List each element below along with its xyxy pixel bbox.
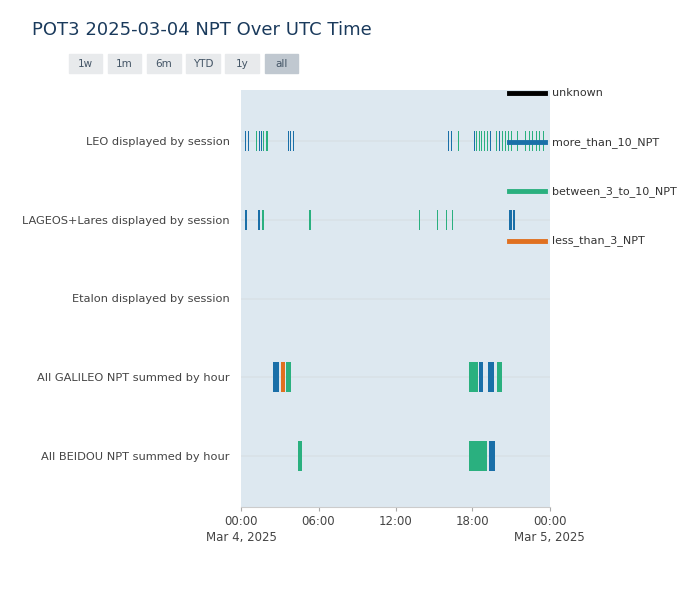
Bar <box>256 131 257 151</box>
Bar <box>445 210 447 230</box>
Bar <box>448 131 449 151</box>
Bar <box>245 131 246 151</box>
Bar <box>502 131 503 151</box>
Bar <box>458 131 459 151</box>
Text: more_than_10_NPT: more_than_10_NPT <box>552 137 659 148</box>
Bar <box>262 210 264 230</box>
Bar <box>508 131 509 151</box>
Text: YTD: YTD <box>193 59 214 68</box>
Bar <box>539 131 540 151</box>
Bar <box>259 131 260 151</box>
Text: between_3_to_10_NPT: between_3_to_10_NPT <box>552 186 677 197</box>
Bar <box>474 131 475 151</box>
Bar <box>258 210 260 230</box>
Text: 1y: 1y <box>236 59 248 68</box>
Text: 1w: 1w <box>78 59 93 68</box>
Bar <box>261 131 262 151</box>
Bar <box>248 131 249 151</box>
Bar <box>293 131 295 151</box>
Text: less_than_3_NPT: less_than_3_NPT <box>552 235 645 246</box>
Bar <box>532 131 533 151</box>
Bar <box>513 210 515 230</box>
Bar <box>497 362 502 392</box>
Bar <box>309 210 311 230</box>
Bar <box>525 131 526 151</box>
Text: Mar 4, 2025: Mar 4, 2025 <box>206 531 277 544</box>
Bar <box>543 131 544 151</box>
Bar <box>245 210 247 230</box>
Bar <box>517 131 518 151</box>
Bar <box>488 362 494 392</box>
Bar <box>419 210 420 230</box>
Text: unknown: unknown <box>552 88 603 98</box>
Bar <box>489 441 495 471</box>
Bar <box>484 131 485 151</box>
Bar <box>267 131 268 151</box>
Bar <box>437 210 438 230</box>
Bar <box>452 210 453 230</box>
Text: Mar 5, 2025: Mar 5, 2025 <box>514 531 585 544</box>
Bar <box>469 441 487 471</box>
Bar <box>286 362 290 392</box>
Bar <box>273 362 279 392</box>
Bar <box>536 131 537 151</box>
Bar <box>281 362 285 392</box>
Bar <box>509 210 512 230</box>
Bar <box>469 362 477 392</box>
Bar <box>298 441 302 471</box>
Text: 1m: 1m <box>116 59 133 68</box>
Text: all: all <box>275 59 288 68</box>
Text: POT3 2025-03-04 NPT Over UTC Time: POT3 2025-03-04 NPT Over UTC Time <box>32 21 371 39</box>
Text: 6m: 6m <box>155 59 172 68</box>
Bar <box>479 362 484 392</box>
Bar <box>496 131 497 151</box>
